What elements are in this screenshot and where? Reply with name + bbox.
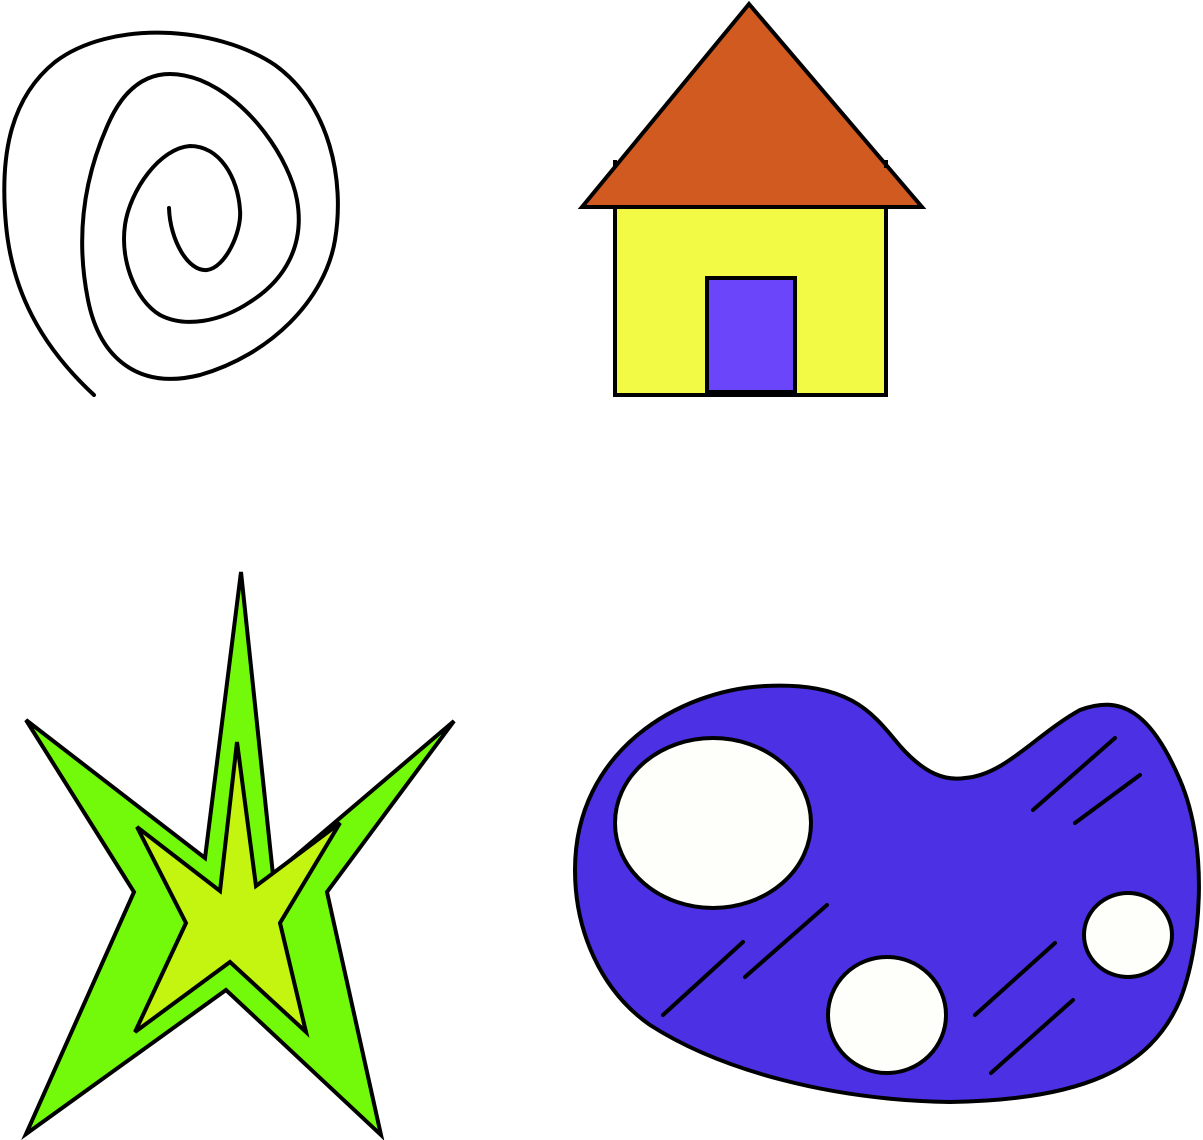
blob-spot-large — [613, 736, 813, 910]
blob-spot-medium — [826, 955, 948, 1075]
highlight-line — [1031, 736, 1117, 812]
star-shape — [21, 571, 456, 1140]
house-door — [705, 276, 797, 394]
highlight-line — [973, 941, 1057, 1017]
blob-shape — [572, 683, 1201, 1105]
highlight-line — [661, 940, 745, 1017]
spiral-icon — [2, 30, 340, 397]
highlight-line — [989, 998, 1075, 1075]
spiral-shape — [2, 30, 340, 397]
highlight-line — [743, 903, 829, 979]
star-inner — [133, 741, 342, 1038]
house-shape — [577, 0, 927, 397]
blob-spot-small — [1082, 891, 1174, 979]
highlight-line — [1073, 773, 1142, 825]
house-roof — [577, 0, 927, 209]
blob-highlight-lines — [661, 736, 1142, 1075]
